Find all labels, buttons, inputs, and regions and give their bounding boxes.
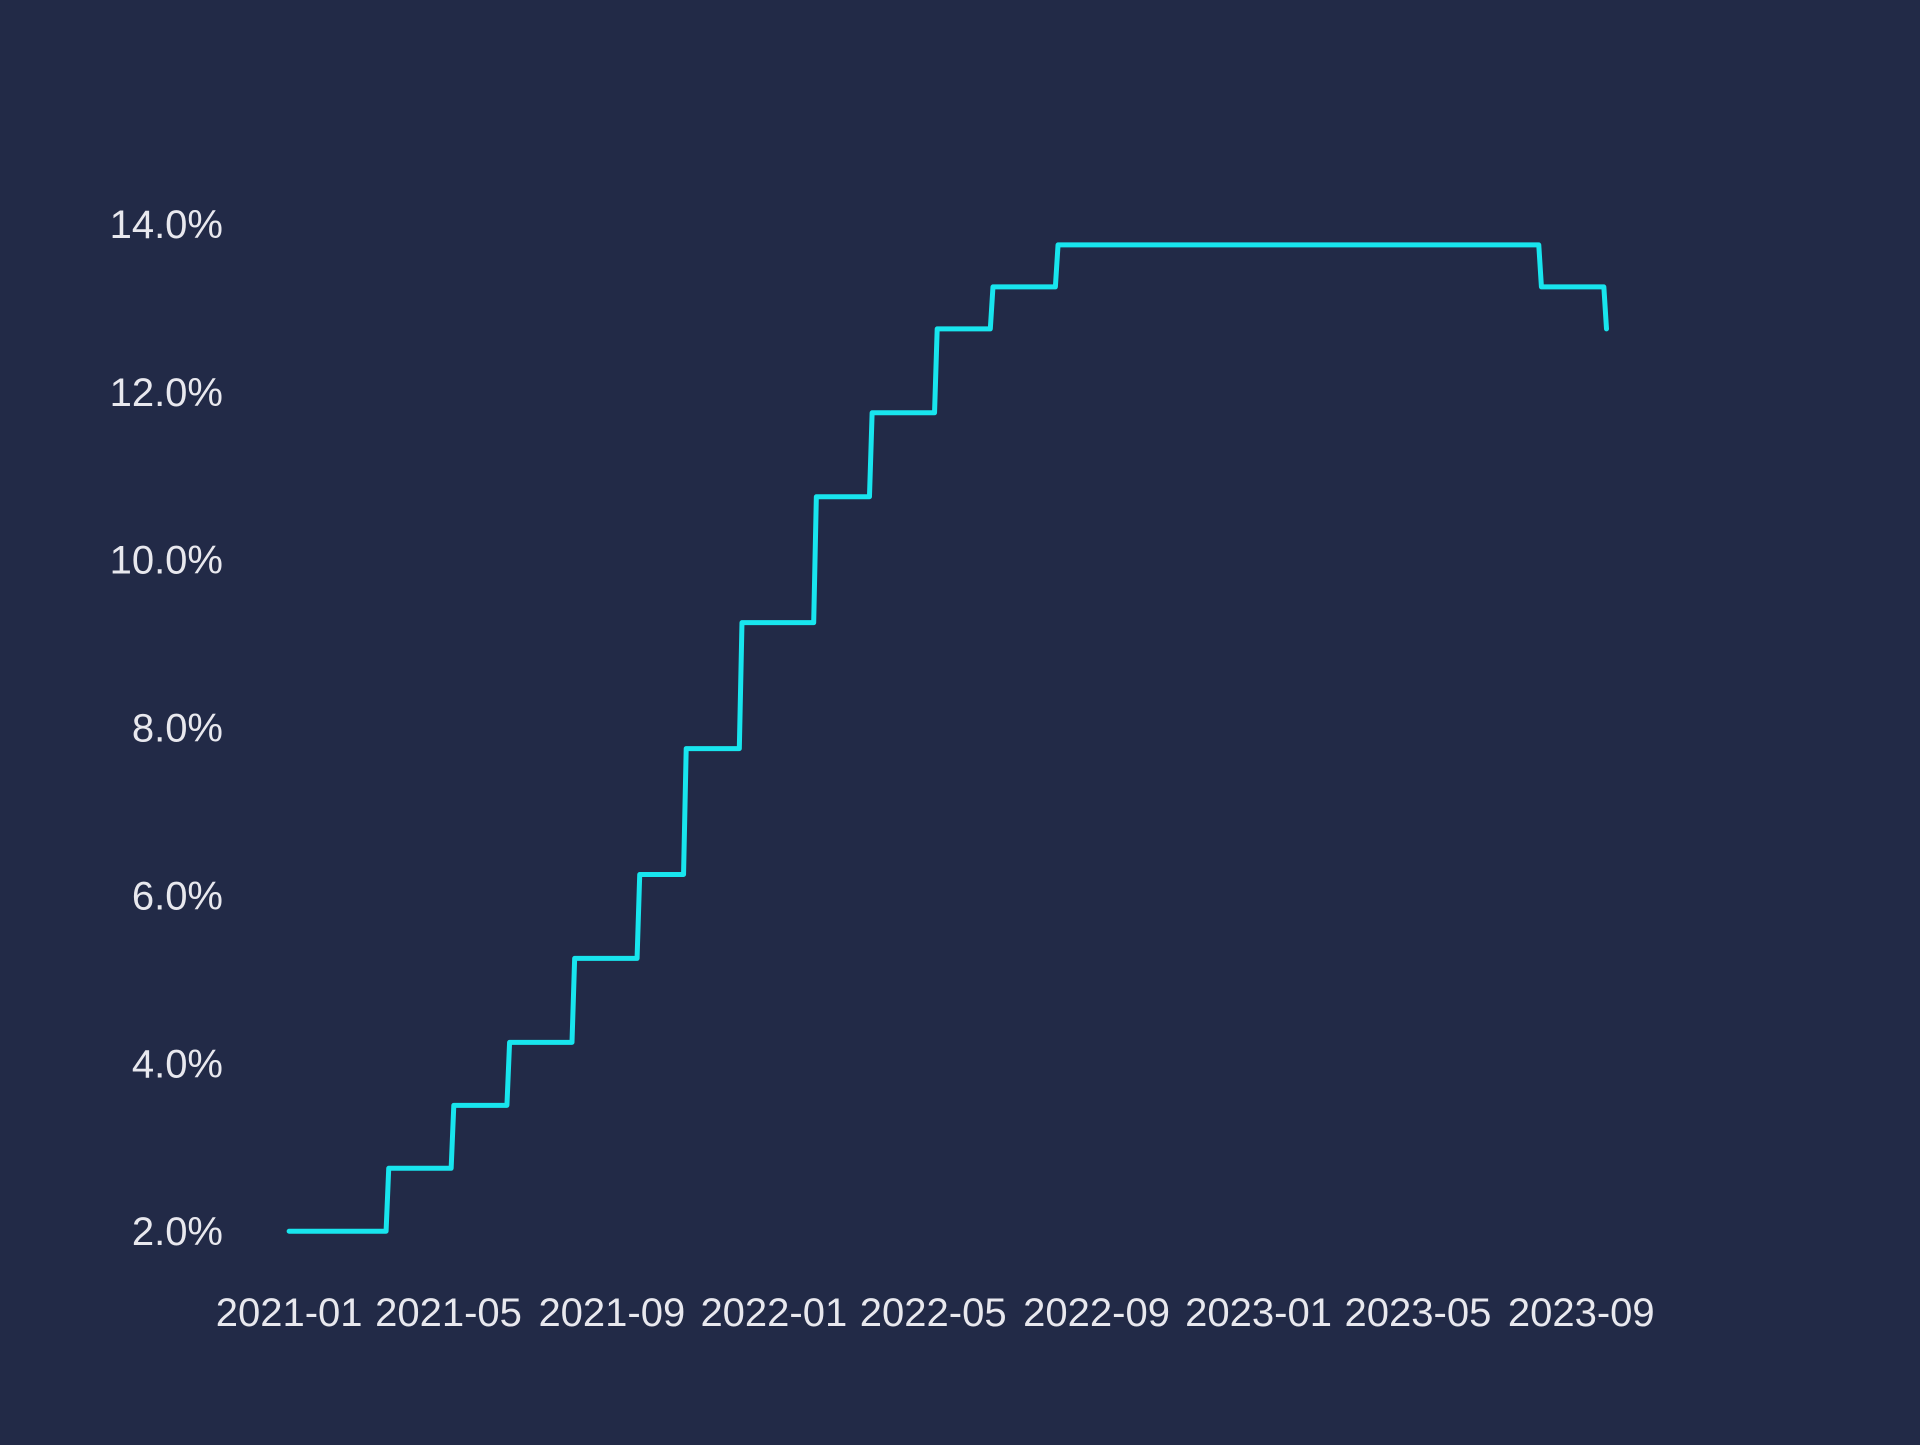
x-tick-label: 2021-01 <box>216 1291 363 1335</box>
series-line <box>286 242 1609 1234</box>
x-tick-label: 2022-05 <box>860 1291 1007 1335</box>
x-tick-label: 2021-05 <box>375 1291 522 1335</box>
y-tick-label: 14.0% <box>110 203 223 247</box>
x-tick-label: 2022-01 <box>700 1291 847 1335</box>
y-tick-label: 4.0% <box>132 1042 223 1086</box>
y-tick-label: 8.0% <box>132 707 223 751</box>
x-tick-label: 2022-09 <box>1023 1291 1170 1335</box>
x-tick-label: 2021-09 <box>538 1291 685 1335</box>
x-tick-label: 2023-05 <box>1345 1291 1492 1335</box>
x-tick-label: 2023-09 <box>1508 1291 1655 1335</box>
series-layer <box>286 242 1609 1234</box>
x-axis-ticks: 2021-01 2021-05 2021-09 2022-01 2022-05 2022-… <box>216 1291 1655 1335</box>
y-tick-label: 10.0% <box>110 539 223 583</box>
y-tick-label: 6.0% <box>132 874 223 918</box>
y-tick-label: 12.0% <box>110 371 223 415</box>
y-axis-ticks: 2.0% 4.0% 6.0% 8.0% 10.0% 12.0% 14.0% <box>110 203 223 1254</box>
x-tick-label: 2023-01 <box>1185 1291 1332 1335</box>
y-tick-label: 2.0% <box>132 1210 223 1254</box>
